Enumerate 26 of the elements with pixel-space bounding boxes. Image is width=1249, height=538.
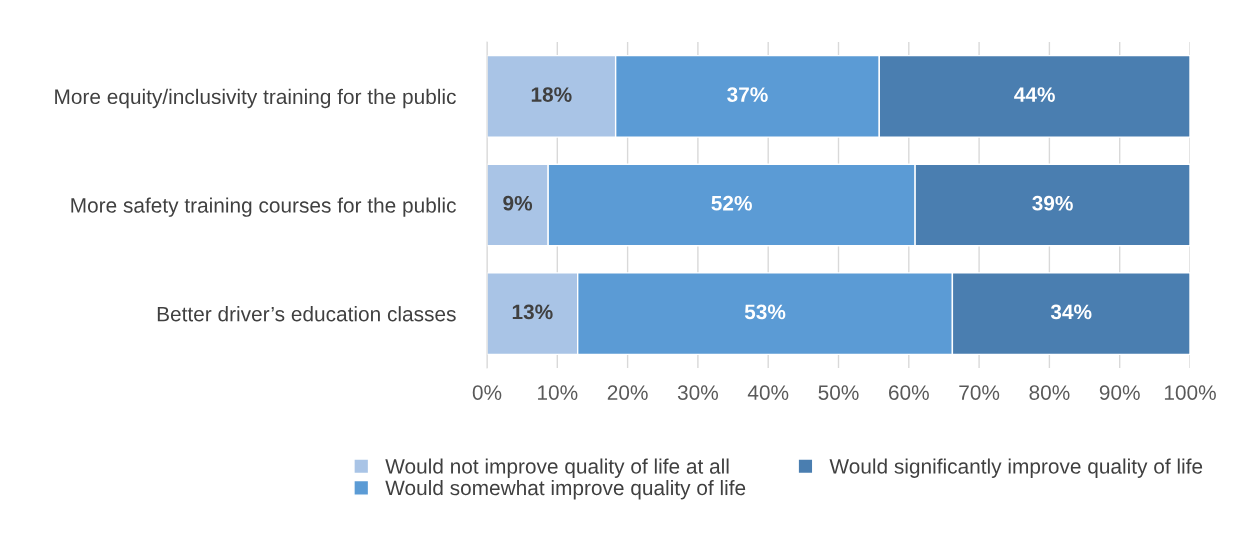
x-tick-label: 20% <box>607 385 648 400</box>
legend-label: Would significantly improve quality of life <box>829 458 1203 478</box>
data-label: 13% <box>512 304 553 320</box>
y-tick-label: More safety training courses for the public <box>71 197 456 217</box>
x-tick-label: 40% <box>747 385 789 400</box>
data-label: 39% <box>1032 195 1073 211</box>
x-tick-label: 30% <box>677 385 719 400</box>
data-label: 44% <box>1014 87 1055 102</box>
data-label: 9% <box>503 195 533 211</box>
x-tick-label: 0% <box>472 385 502 400</box>
x-tick-label: 70% <box>959 385 1000 400</box>
data-label: 34% <box>1050 304 1092 320</box>
x-tick-label: 10% <box>538 385 578 400</box>
y-tick-label: More equity/inclusivity training for the public <box>55 88 456 109</box>
x-tick-label: 90% <box>1099 385 1140 400</box>
x-tick-label: 50% <box>818 385 859 400</box>
data-label: 37% <box>727 87 768 102</box>
x-tick-label: 100% <box>1164 385 1216 400</box>
legend-label: Would not improve quality of life at all <box>385 458 729 478</box>
y-tick-label: Better driver’s education classes <box>157 306 456 322</box>
data-label: 18% <box>531 87 572 102</box>
data-label: 53% <box>744 304 786 320</box>
x-tick-label: 60% <box>889 385 929 400</box>
data-label: 52% <box>711 195 752 211</box>
x-tick-label: 80% <box>1029 385 1070 400</box>
legend-label: Would somewhat improve quality of life <box>385 479 746 500</box>
